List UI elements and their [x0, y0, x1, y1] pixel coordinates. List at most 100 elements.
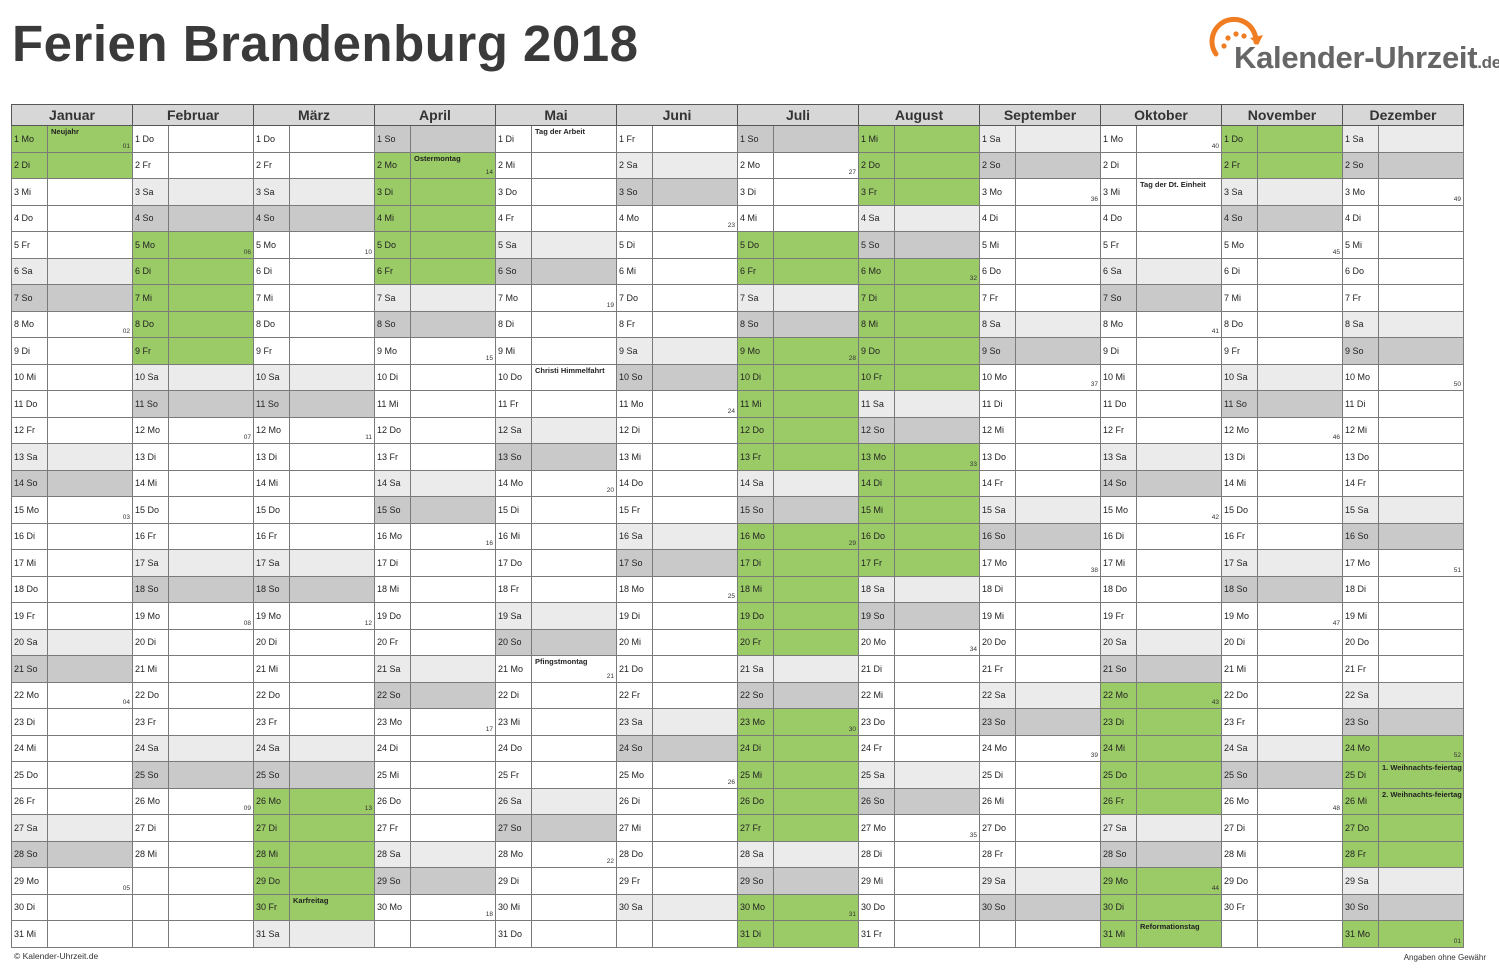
day-cell[interactable]: 22 Fr [616, 681, 653, 709]
day-cell[interactable]: 23 Mo [374, 708, 411, 736]
day-cell[interactable]: 7 So [1100, 284, 1137, 312]
day-cell[interactable]: 20 Di [253, 628, 290, 656]
day-cell[interactable]: 13 Fr [737, 443, 774, 471]
day-cell[interactable]: 3 Mo [979, 178, 1016, 206]
day-cell[interactable]: 6 Do [979, 257, 1016, 285]
day-cell[interactable]: 13 Di [1221, 443, 1258, 471]
day-cell[interactable]: 19 Fr [11, 602, 48, 630]
day-cell[interactable]: 21 Mi [253, 655, 290, 683]
day-cell[interactable]: 23 Di [1100, 708, 1137, 736]
day-cell[interactable]: 4 Do [11, 204, 48, 232]
day-cell[interactable]: 2 Di [11, 151, 48, 179]
day-cell[interactable]: 6 Mi [616, 257, 653, 285]
day-cell[interactable]: 24 Do [495, 734, 532, 762]
day-cell[interactable]: 9 Di [11, 337, 48, 365]
day-cell[interactable]: 16 Mo [374, 522, 411, 550]
day-cell[interactable]: 20 Fr [374, 628, 411, 656]
day-cell[interactable]: 11 Mo [616, 390, 653, 418]
day-cell[interactable]: 14 So [1100, 469, 1137, 497]
day-cell[interactable]: 29 Sa [1342, 867, 1379, 895]
day-cell[interactable]: 25 Fr [495, 761, 532, 789]
day-cell[interactable]: 26 Mo [253, 787, 290, 815]
day-cell[interactable]: 1 Mi [858, 125, 895, 153]
day-cell[interactable]: 22 Sa [1342, 681, 1379, 709]
day-cell[interactable]: 30 Sa [616, 893, 653, 921]
day-cell[interactable]: 14 Mi [253, 469, 290, 497]
day-cell[interactable]: 26 Mi [979, 787, 1016, 815]
day-cell[interactable]: 6 Di [253, 257, 290, 285]
day-cell[interactable]: 6 So [495, 257, 532, 285]
day-cell[interactable]: 13 Mi [616, 443, 653, 471]
day-cell[interactable]: 17 Fr [858, 549, 895, 577]
day-cell[interactable]: 28 Do [616, 840, 653, 868]
day-cell[interactable]: 11 Sa [858, 390, 895, 418]
day-cell[interactable]: 7 Mi [1221, 284, 1258, 312]
day-cell[interactable]: 1 So [737, 125, 774, 153]
day-cell[interactable]: 16 So [979, 522, 1016, 550]
day-cell[interactable]: 10 Di [737, 363, 774, 391]
day-cell[interactable]: 6 Sa [1100, 257, 1137, 285]
day-cell[interactable]: 7 Di [858, 284, 895, 312]
day-cell[interactable]: 9 Sa [616, 337, 653, 365]
day-cell[interactable]: 7 Sa [737, 284, 774, 312]
day-cell[interactable]: 20 Di [1221, 628, 1258, 656]
day-cell[interactable]: 11 So [1221, 390, 1258, 418]
day-cell[interactable]: 30 Fr [1221, 893, 1258, 921]
day-cell[interactable]: 26 Do [374, 787, 411, 815]
day-cell[interactable]: 14 Do [616, 469, 653, 497]
day-cell[interactable]: 2 Fr [132, 151, 169, 179]
day-cell[interactable]: 2 Fr [253, 151, 290, 179]
day-cell[interactable]: 24 So [616, 734, 653, 762]
day-cell[interactable]: 6 Di [132, 257, 169, 285]
day-cell[interactable]: 19 Mo [132, 602, 169, 630]
day-cell[interactable]: 21 Sa [737, 655, 774, 683]
day-cell[interactable]: 13 Mo [858, 443, 895, 471]
day-cell[interactable]: 8 So [737, 310, 774, 338]
day-cell[interactable]: 18 Do [11, 575, 48, 603]
day-cell[interactable]: 2 Fr [1221, 151, 1258, 179]
day-cell[interactable]: 25 Do [11, 761, 48, 789]
day-cell[interactable]: 11 Di [979, 390, 1016, 418]
day-cell[interactable]: 3 Mo [1342, 178, 1379, 206]
day-cell[interactable]: 12 Mo [253, 416, 290, 444]
day-cell[interactable]: 29 Mo [1100, 867, 1137, 895]
day-cell[interactable]: 16 Mo [737, 522, 774, 550]
day-cell[interactable]: 14 Sa [374, 469, 411, 497]
day-cell[interactable]: 15 Mi [858, 496, 895, 524]
day-cell[interactable]: 31 Fr [858, 920, 895, 948]
day-cell[interactable]: 24 Mi [1100, 734, 1137, 762]
day-cell[interactable]: 24 Mi [11, 734, 48, 762]
day-cell[interactable]: 7 Mi [253, 284, 290, 312]
day-cell[interactable]: 16 Fr [253, 522, 290, 550]
logo[interactable]: Kalender-Uhrzeit.de [1206, 12, 1499, 82]
day-cell[interactable]: 24 Sa [253, 734, 290, 762]
day-cell[interactable]: 25 So [253, 761, 290, 789]
day-cell[interactable]: 12 Mo [1221, 416, 1258, 444]
day-cell[interactable]: 6 Di [1221, 257, 1258, 285]
day-cell[interactable]: 21 Sa [374, 655, 411, 683]
day-cell[interactable]: 18 So [132, 575, 169, 603]
day-cell[interactable]: 30 Mi [495, 893, 532, 921]
day-cell[interactable]: 19 Mo [253, 602, 290, 630]
day-cell[interactable]: 16 Di [11, 522, 48, 550]
day-cell[interactable]: 14 Mi [132, 469, 169, 497]
day-cell[interactable]: 13 Do [979, 443, 1016, 471]
day-cell[interactable]: 17 Di [374, 549, 411, 577]
day-cell[interactable]: 13 Sa [11, 443, 48, 471]
day-cell[interactable]: 25 Sa [858, 761, 895, 789]
day-cell[interactable]: 14 Sa [737, 469, 774, 497]
day-cell[interactable]: 15 Sa [979, 496, 1016, 524]
day-cell[interactable]: 22 So [374, 681, 411, 709]
day-cell[interactable]: 18 So [253, 575, 290, 603]
day-cell[interactable]: 5 Mi [1342, 231, 1379, 259]
day-cell[interactable]: 18 Di [1342, 575, 1379, 603]
day-cell[interactable]: 21 Di [858, 655, 895, 683]
day-cell[interactable]: 10 Sa [132, 363, 169, 391]
day-cell[interactable]: 10 Sa [253, 363, 290, 391]
day-cell[interactable]: 5 Do [374, 231, 411, 259]
day-cell[interactable]: 21 So [1100, 655, 1137, 683]
day-cell[interactable]: 29 Di [495, 867, 532, 895]
day-cell[interactable]: 20 Di [132, 628, 169, 656]
day-cell[interactable]: 1 Do [253, 125, 290, 153]
day-cell[interactable]: 9 Fr [253, 337, 290, 365]
